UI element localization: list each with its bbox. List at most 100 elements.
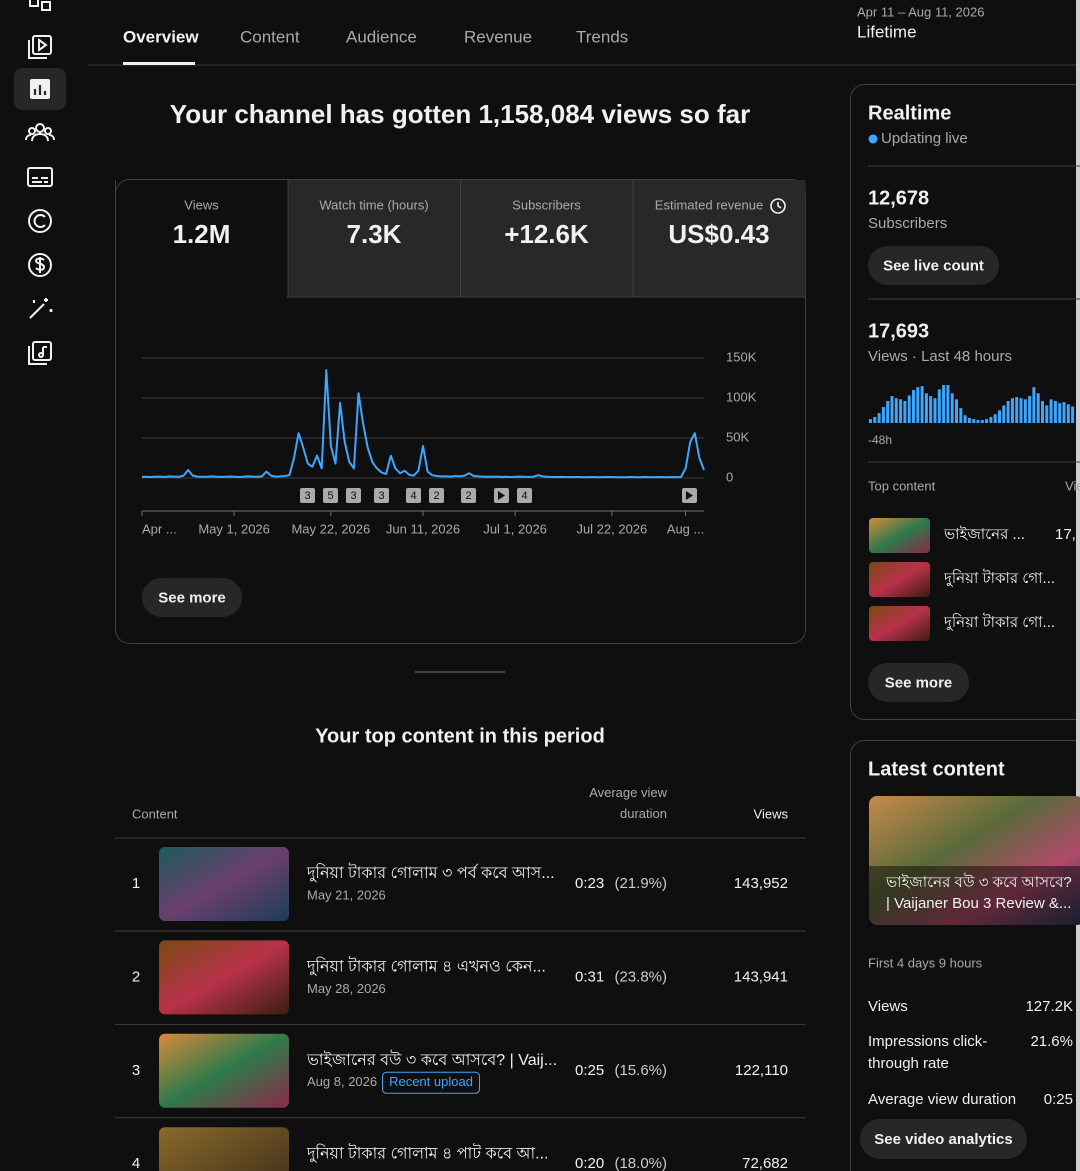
realtime-video-title[interactable]: ভাইজানের ... [943,525,1025,543]
video-marker[interactable] [323,488,338,503]
realtime-bar [1071,406,1075,423]
nav-icon[interactable] [29,298,53,319]
tab[interactable]: Audience [346,27,417,46]
realtime-bar [869,419,872,423]
x-tick-label: May 1, 2026 [198,521,270,536]
nav-icon[interactable] [30,79,50,99]
realtime-bar [1006,400,1010,423]
video-marker[interactable] [429,488,444,503]
date-period[interactable]: Lifetime [857,22,917,41]
video-thumbnail[interactable] [159,1127,289,1171]
nav-icon[interactable] [29,0,51,11]
nav-icon[interactable] [28,253,52,277]
tab[interactable]: Trends [576,27,628,46]
metric-label: Watch time (hours) [319,197,428,212]
video-marker-label: 2 [465,490,471,502]
see-more-button[interactable] [142,578,242,617]
play-icon [686,491,693,500]
badge-label: Recent upload [389,1074,473,1089]
headline: Your channel has gotten 1,158,084 views … [170,99,750,129]
views: 122,110 [735,1062,788,1079]
realtime-bar [963,415,967,423]
video-marker[interactable] [346,488,361,503]
avg-percent: (21.9%) [614,875,667,892]
realtime-thumbnail[interactable] [869,518,930,553]
metric-value[interactable]: +12.6K [504,219,589,249]
nav-icon[interactable] [28,341,52,365]
see-more-button-label[interactable]: See more [158,589,226,606]
video-marker[interactable] [517,488,532,503]
realtime-video-title[interactable]: দুনিয়া টাকার গো... [943,569,1055,587]
x-tick-label: Aug ... [667,521,705,536]
realtime-bar [881,407,885,423]
video-title[interactable]: ভাইজানের বউ ৩ কবে আসবে? | Vaij... [306,1050,557,1069]
video-thumbnail[interactable] [159,1033,289,1108]
realtime-bar [1066,404,1070,423]
realtime-bar [985,419,989,423]
date-range: Apr 11 – Aug 11, 2026 [857,4,984,19]
metric-tab-bg [460,180,633,297]
video-marker-label: 3 [350,490,356,502]
column-header: Content [132,806,178,821]
live-count-button-label[interactable]: See live count [883,257,984,274]
metric-value[interactable]: 7.3K [347,219,402,249]
realtime-views-label: Views · Last 48 hours [868,348,1012,365]
video-marker[interactable] [461,488,476,503]
stat-label: Impressions click- [868,1033,987,1050]
live-count-button[interactable] [868,246,999,285]
realtime-thumbnail[interactable] [869,562,930,597]
play-icon [498,491,505,500]
realtime-bar [877,413,881,423]
video-analytics-button-label[interactable]: See video analytics [874,1131,1012,1148]
live-status: Updating live [881,130,968,147]
video-title[interactable]: দুনিয়া টাকার গোলাম ৪ পাট কবে আ... [306,1143,548,1162]
avg-duration: 0:25 [575,1062,604,1079]
video-marker-label: 3 [378,490,384,502]
nav-icon[interactable] [25,123,55,142]
scrollbar[interactable] [1076,0,1080,1171]
realtime-see-more[interactable] [868,663,969,702]
realtime-bar [873,416,877,423]
realtime-bar [933,398,937,423]
x-tick-label: Jul 22, 2026 [576,521,647,536]
realtime-bar [1041,400,1044,423]
realtime-bar [929,396,933,423]
realtime-bar [976,419,980,423]
video-title[interactable]: দুনিয়া টাকার গোলাম ৩ পর্ব কবে আস... [306,863,555,882]
live-dot [868,134,878,144]
nav-icon[interactable] [28,209,52,233]
realtime-video-views: 17, [1055,526,1076,543]
views: 143,952 [734,875,788,892]
metric-label: Estimated revenue [655,197,763,212]
video-marker-label: 4 [410,490,416,502]
video-analytics-button[interactable] [860,1119,1027,1159]
metric-value[interactable]: 1.2M [173,219,231,249]
latest-thumbnail[interactable] [869,796,1080,925]
nav-icon[interactable] [27,167,53,187]
realtime-see-more-label[interactable]: See more [885,674,953,691]
avg-percent: (15.6%) [614,1062,667,1079]
video-thumbnail[interactable] [159,940,289,1015]
tab[interactable]: Revenue [464,27,532,46]
x-tick-label: May 22, 2026 [291,521,370,536]
realtime-views: 17,693 [868,320,929,342]
video-marker-label: 2 [433,490,439,502]
realtime-x-label: -48h [868,433,892,447]
video-marker[interactable] [406,488,421,503]
video-marker[interactable] [300,488,315,503]
video-date: Aug 8, 2026 [307,1074,377,1089]
views: 72,682 [742,1155,788,1171]
realtime-bar [1015,397,1019,423]
video-title[interactable]: দুনিয়া টাকার গোলাম ৪ এখনও কেন... [306,957,546,976]
realtime-thumbnail[interactable] [869,606,930,641]
metric-value[interactable]: US$0.43 [668,219,769,249]
tab[interactable]: Content [240,27,300,46]
realtime-video-title[interactable]: দুনিয়া টাকার গো... [943,613,1055,631]
realtime-bar [1062,402,1066,423]
nav-icon[interactable] [28,35,52,59]
video-marker[interactable] [374,488,389,503]
tab[interactable]: Overview [123,27,199,46]
video-thumbnail[interactable] [159,847,289,921]
info-icon[interactable] [770,198,786,214]
